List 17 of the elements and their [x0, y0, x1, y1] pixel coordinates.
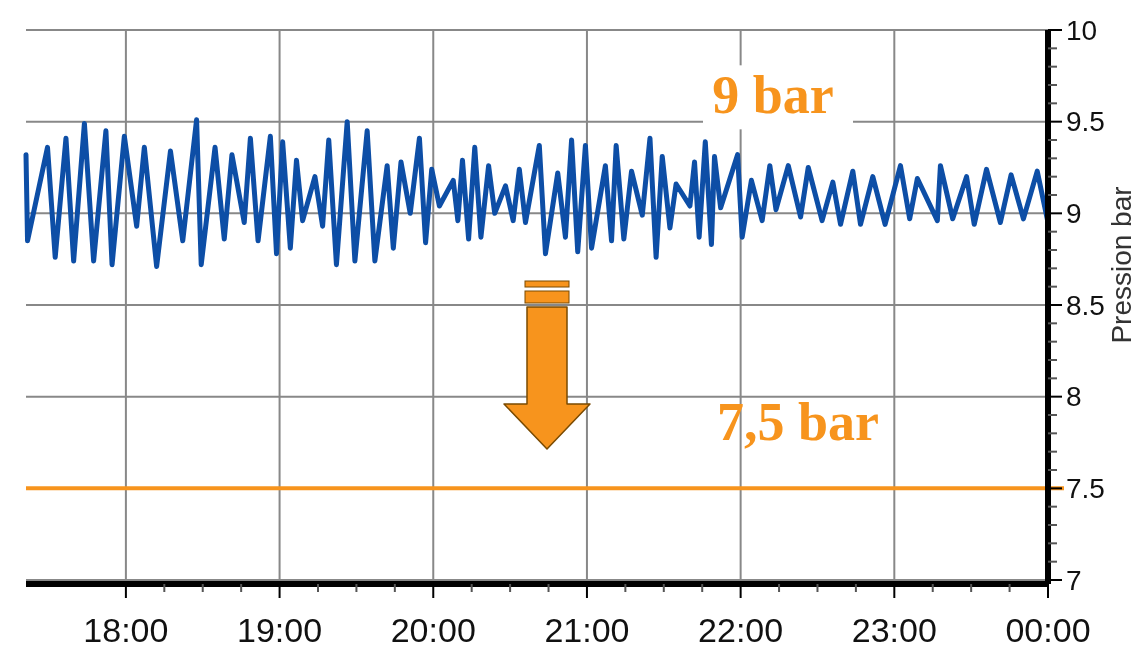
- ref-line-label: 7,5 bar: [717, 392, 879, 453]
- y-tick-label: 8.5: [1066, 289, 1105, 321]
- y-tick-label: 7.5: [1066, 473, 1105, 505]
- y-tick-label: 10: [1066, 14, 1098, 46]
- y-tick-label: 9: [1066, 198, 1082, 230]
- y-axis-title: Pression bar: [1106, 186, 1137, 344]
- y-tick-label: 8: [1066, 381, 1082, 413]
- x-tick-label: 00:00: [1005, 611, 1091, 649]
- y-tick-label: 9.5: [1066, 106, 1105, 138]
- x-tick-label: 18:00: [83, 611, 169, 649]
- annotation: 9 bar: [712, 65, 834, 126]
- x-tick-label: 20:00: [390, 611, 476, 649]
- x-tick-label: 23:00: [851, 611, 937, 649]
- x-tick-label: 19:00: [237, 611, 323, 649]
- x-tick-label: 21:00: [544, 611, 630, 649]
- x-tick-label: 22:00: [698, 611, 784, 649]
- y-tick-label: 7: [1066, 564, 1082, 596]
